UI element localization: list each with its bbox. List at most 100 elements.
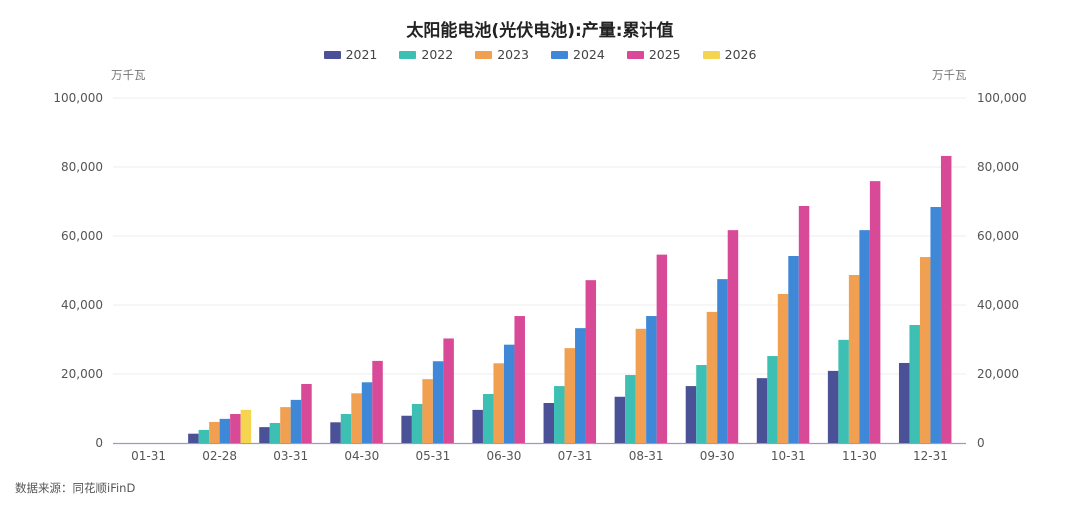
legend-item-2025[interactable]: 2025 [626,47,681,62]
legend-item-2021[interactable]: 2021 [323,47,378,62]
source-note: 数据来源：同花顺iFinD [15,481,136,495]
legend-swatch [626,50,644,59]
bar-2025-05-31[interactable] [443,338,454,443]
chart-title: 太阳能电池(光伏电池):产量:累计值 [406,21,674,41]
x-tick-label: 01-31 [131,449,166,463]
bar-2021-07-31[interactable] [543,402,555,443]
legend-swatch [475,50,493,59]
x-tick-label: 03-31 [273,449,308,463]
bar-2025-11-30[interactable] [869,181,881,443]
bar-2022-11-30[interactable] [838,339,849,443]
x-tick-label: 08-31 [629,449,664,463]
x-tick-label: 07-31 [558,449,593,463]
bar-2023-08-31[interactable] [635,328,647,443]
bar-2022-04-30[interactable] [340,414,352,443]
bar-2024-02-28[interactable] [219,418,231,443]
legend-label: 2025 [648,47,681,62]
bar-2025-02-28[interactable] [230,414,241,443]
bar-2021-05-31[interactable] [401,415,412,443]
bar-2022-05-31[interactable] [411,404,423,443]
bar-2023-02-28[interactable] [209,421,220,443]
bar-2021-11-30[interactable] [827,370,839,443]
y-axis-unit-left: 万千瓦 [111,68,146,82]
y-tick-right: 0 [977,436,985,450]
bar-2023-09-30[interactable] [706,311,718,443]
bar-2023-06-30[interactable] [493,363,504,443]
bar-2024-12-31[interactable] [930,207,941,443]
x-tick-label: 05-31 [415,449,450,463]
bar-2021-08-31[interactable] [614,396,626,443]
bar-2025-07-31[interactable] [585,280,597,443]
legend-label: 2021 [345,47,378,62]
legend: 2021 2022 2023 2024 2025 2026 [0,47,1080,62]
legend-item-2022[interactable]: 2022 [399,47,453,62]
bar-2024-03-31[interactable] [290,399,302,443]
y-tick-right: 40,000 [977,298,1019,312]
bar-2026-02-28[interactable] [240,409,252,443]
legend-label: 2022 [421,47,454,62]
bar-2025-04-30[interactable] [372,360,383,443]
bar-2022-10-31[interactable] [767,356,778,443]
bar-2021-10-31[interactable] [756,378,768,443]
legend-swatch [551,50,568,59]
legend-item-2023[interactable]: 2023 [475,47,529,62]
bar-2025-06-30[interactable] [514,316,525,443]
bar-2022-03-31[interactable] [269,422,281,443]
bar-2024-04-30[interactable] [361,382,373,443]
bar-2021-09-30[interactable] [685,386,697,443]
bar-2023-12-31[interactable] [919,257,931,443]
y-tick-right: 60,000 [977,229,1019,243]
bar-2025-08-31[interactable] [656,254,668,443]
bar-2021-04-30[interactable] [330,422,341,443]
x-tick-label: 06-30 [487,449,522,463]
legend-label: 2023 [497,47,529,62]
x-tick-label: 11-30 [842,449,877,463]
legend-label: 2024 [573,47,605,62]
y-tick-left: 100,000 [53,91,103,105]
bar-2024-08-31[interactable] [646,316,657,443]
bar-2025-10-31[interactable] [798,205,810,443]
legend-item-2026[interactable]: 2026 [702,47,757,62]
legend-swatch [399,50,417,59]
bar-2023-05-31[interactable] [422,379,433,443]
bar-2025-09-30[interactable] [727,230,739,443]
bar-2025-12-31[interactable] [940,155,952,443]
bar-2021-03-31[interactable] [259,427,270,443]
x-tick-label: 09-30 [700,449,735,463]
bar-2022-12-31[interactable] [909,325,920,443]
bar-2022-08-31[interactable] [625,375,636,443]
bar-2021-12-31[interactable] [898,362,910,443]
bar-2023-11-30[interactable] [848,274,860,443]
bar-2021-02-28[interactable] [188,433,199,443]
legend-label: 2026 [724,47,757,62]
y-tick-left: 40,000 [61,298,103,312]
bar-2024-05-31[interactable] [432,361,444,443]
legend-swatch [702,50,720,59]
bar-2022-02-28[interactable] [198,429,210,443]
legend-swatch [323,50,341,59]
bar-2023-03-31[interactable] [280,407,291,443]
legend-item-2024[interactable]: 2024 [551,47,605,62]
y-axis-unit-right: 万千瓦 [932,68,967,82]
bar-2022-07-31[interactable] [554,386,565,443]
bar-2021-06-30[interactable] [472,409,483,443]
x-tick-label: 04-30 [344,449,379,463]
bar-2023-10-31[interactable] [777,293,789,443]
bar-2022-06-30[interactable] [482,394,494,443]
bar-2024-11-30[interactable] [859,230,870,443]
bar-2024-07-31[interactable] [575,328,586,443]
y-tick-left: 0 [95,436,103,450]
bar-2023-07-31[interactable] [564,348,576,443]
bar-2025-03-31[interactable] [301,384,312,443]
bar-2024-06-30[interactable] [503,344,515,443]
bar-2022-09-30[interactable] [696,365,707,443]
bar-2024-10-31[interactable] [788,256,799,443]
x-tick-label: 10-31 [771,449,806,463]
bar-2023-04-30[interactable] [351,393,362,443]
y-tick-left: 80,000 [61,160,103,174]
bar-2024-09-30[interactable] [717,279,728,443]
y-tick-right: 80,000 [977,160,1019,174]
y-tick-right: 20,000 [977,367,1019,381]
x-tick-label: 02-28 [202,449,237,463]
